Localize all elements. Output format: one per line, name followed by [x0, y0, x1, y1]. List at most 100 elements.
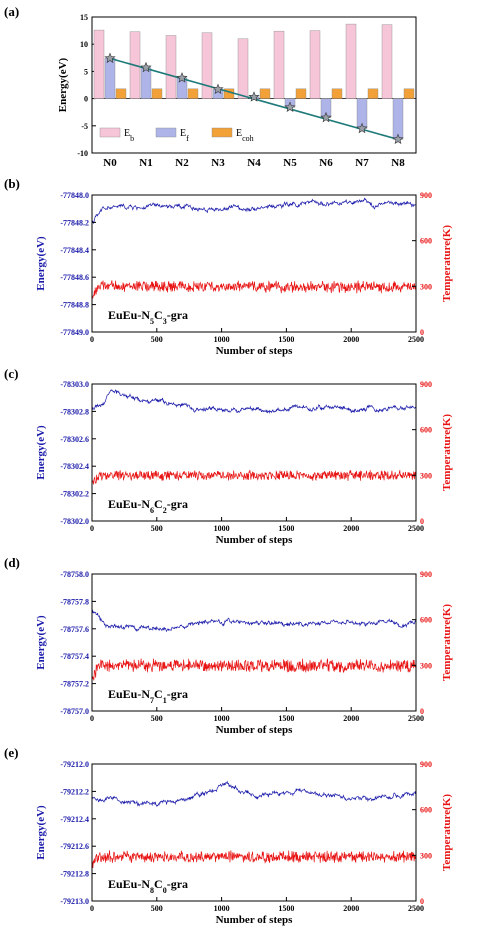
y-left-tick-label: -77849.0: [60, 328, 89, 337]
x-tick-label: 0: [90, 335, 94, 344]
x-tick-label: 2500: [408, 904, 424, 913]
bar-e-f: [176, 77, 188, 99]
legend-swatch: [99, 127, 121, 138]
bar-e-b: [165, 35, 177, 99]
x-category-label: N8: [391, 157, 405, 169]
x-tick-label: 2000: [343, 335, 359, 344]
trace-energy: [91, 389, 416, 414]
plot-frame: [91, 383, 417, 522]
legend-label: Ecoh: [236, 128, 254, 143]
panel-label: (d): [4, 555, 20, 570]
y-right-tick-label: 600: [420, 237, 432, 246]
y-left-tick-label: -78757.2: [60, 680, 89, 689]
bar-e-f: [392, 98, 404, 140]
bar-e-b: [345, 23, 357, 99]
x-tick-label: 500: [151, 714, 163, 723]
y-right-tick-label: 0: [420, 897, 424, 906]
y-left-axis-title: Energy(eV): [35, 425, 47, 480]
x-tick-label: 1000: [214, 335, 230, 344]
star-marker: [284, 101, 296, 112]
legend-label: Ef: [180, 128, 189, 143]
x-category-label: N3: [211, 157, 225, 169]
bar-e-coh: [151, 88, 163, 99]
x-tick-label: 2500: [408, 714, 424, 723]
panel-label: (e): [4, 745, 18, 760]
y-right-tick-label: 900: [420, 191, 432, 200]
x-category-label: N4: [247, 157, 261, 169]
bar-e-coh: [295, 88, 307, 99]
x-tick-label: 500: [151, 335, 163, 344]
y-axis-title: Energy(eV): [57, 57, 69, 112]
y-right-tick-label: 300: [420, 282, 432, 291]
legend-label: Eb: [124, 128, 134, 143]
x-tick-label: 1500: [278, 904, 294, 913]
x-category-label: N5: [283, 157, 297, 169]
panel-label: (b): [4, 176, 20, 191]
panel-d: (d) 0 500 1000 1500 2000 2500 Number of steps -7…: [4, 555, 453, 736]
y-right-axis-title: Temperature(K): [441, 225, 453, 302]
y-left-tick-label: -78303.0: [60, 380, 89, 389]
x-tick-label: 1500: [278, 714, 294, 723]
y-tick-label: 0: [84, 95, 88, 104]
system-label: EuEu-N7C1-gra: [108, 687, 188, 705]
star-marker: [248, 91, 260, 102]
y-left-axis-title: Energy(eV): [35, 615, 47, 670]
y-left-tick-label: -78302.4: [60, 462, 89, 471]
y-right-axis-title: Temperature(K): [441, 794, 453, 871]
trace-energy: [91, 780, 417, 808]
x-category-label: N1: [139, 157, 152, 169]
y-left-axis-title: Energy(eV): [35, 805, 47, 860]
bar-e-coh: [115, 88, 127, 99]
y-right-tick-label: 300: [420, 851, 432, 860]
plot-frame: [91, 763, 417, 902]
x-tick-label: 500: [151, 524, 163, 533]
y-right-tick-label: 300: [420, 661, 432, 670]
trace-temperature: [91, 469, 417, 485]
y-left-tick-label: -78302.8: [60, 407, 89, 416]
y-left-tick-label: -77848.4: [60, 246, 89, 255]
panel-label-a: (a): [4, 4, 19, 19]
y-right-axis-title: Temperature(K): [441, 414, 453, 491]
x-tick-label: 2000: [343, 904, 359, 913]
y-left-tick-label: -79212.8: [60, 870, 89, 879]
y-tick-label: -10: [77, 149, 88, 158]
bar-e-coh: [187, 88, 199, 99]
trace-temperature: [91, 850, 417, 869]
bar-e-b: [93, 29, 105, 99]
x-tick-label: 1000: [214, 524, 230, 533]
system-label: EuEu-N5C3-gra: [108, 308, 188, 326]
x-tick-label: 1000: [214, 904, 230, 913]
trace-temperature: [91, 658, 417, 681]
star-marker: [140, 61, 152, 73]
y-left-axis-title: Energy(eV): [35, 236, 47, 291]
star-marker: [320, 111, 332, 123]
x-category-label: N2: [175, 157, 189, 169]
x-tick-label: 1500: [278, 524, 294, 533]
y-tick-label: 10: [80, 40, 88, 49]
y-left-tick-label: -79212.2: [60, 787, 89, 796]
bar-e-coh: [331, 88, 343, 99]
x-tick-label: 2500: [408, 335, 424, 344]
y-tick-label: 15: [80, 13, 88, 22]
x-axis-title: Number of steps: [216, 724, 294, 736]
x-tick-label: 2500: [408, 524, 424, 533]
y-right-tick-label: 900: [420, 380, 432, 389]
star-marker: [212, 83, 224, 95]
star-marker: [104, 52, 116, 64]
legend-swatch: [155, 127, 177, 138]
y-left-tick-label: -79213.0: [60, 897, 89, 906]
y-left-tick-label: -78302.0: [60, 517, 89, 526]
x-category-label: N0: [103, 157, 117, 169]
legend-swatch: [211, 127, 233, 138]
x-tick-label: 0: [90, 904, 94, 913]
y-left-tick-label: -77848.6: [60, 273, 89, 282]
panel-b: (b) 0 500 1000 1500 2000 2500 Number of steps -7…: [4, 176, 453, 357]
bar-e-coh: [259, 88, 271, 99]
bar-e-b: [237, 38, 249, 99]
panel-c: (c) 0 500 1000 1500 2000 2500 Number of steps -7…: [4, 366, 453, 546]
bar-e-f: [104, 58, 116, 99]
star-marker: [176, 72, 188, 83]
x-tick-label: 2000: [343, 714, 359, 723]
y-right-axis-title: Temperature(K): [441, 604, 453, 681]
